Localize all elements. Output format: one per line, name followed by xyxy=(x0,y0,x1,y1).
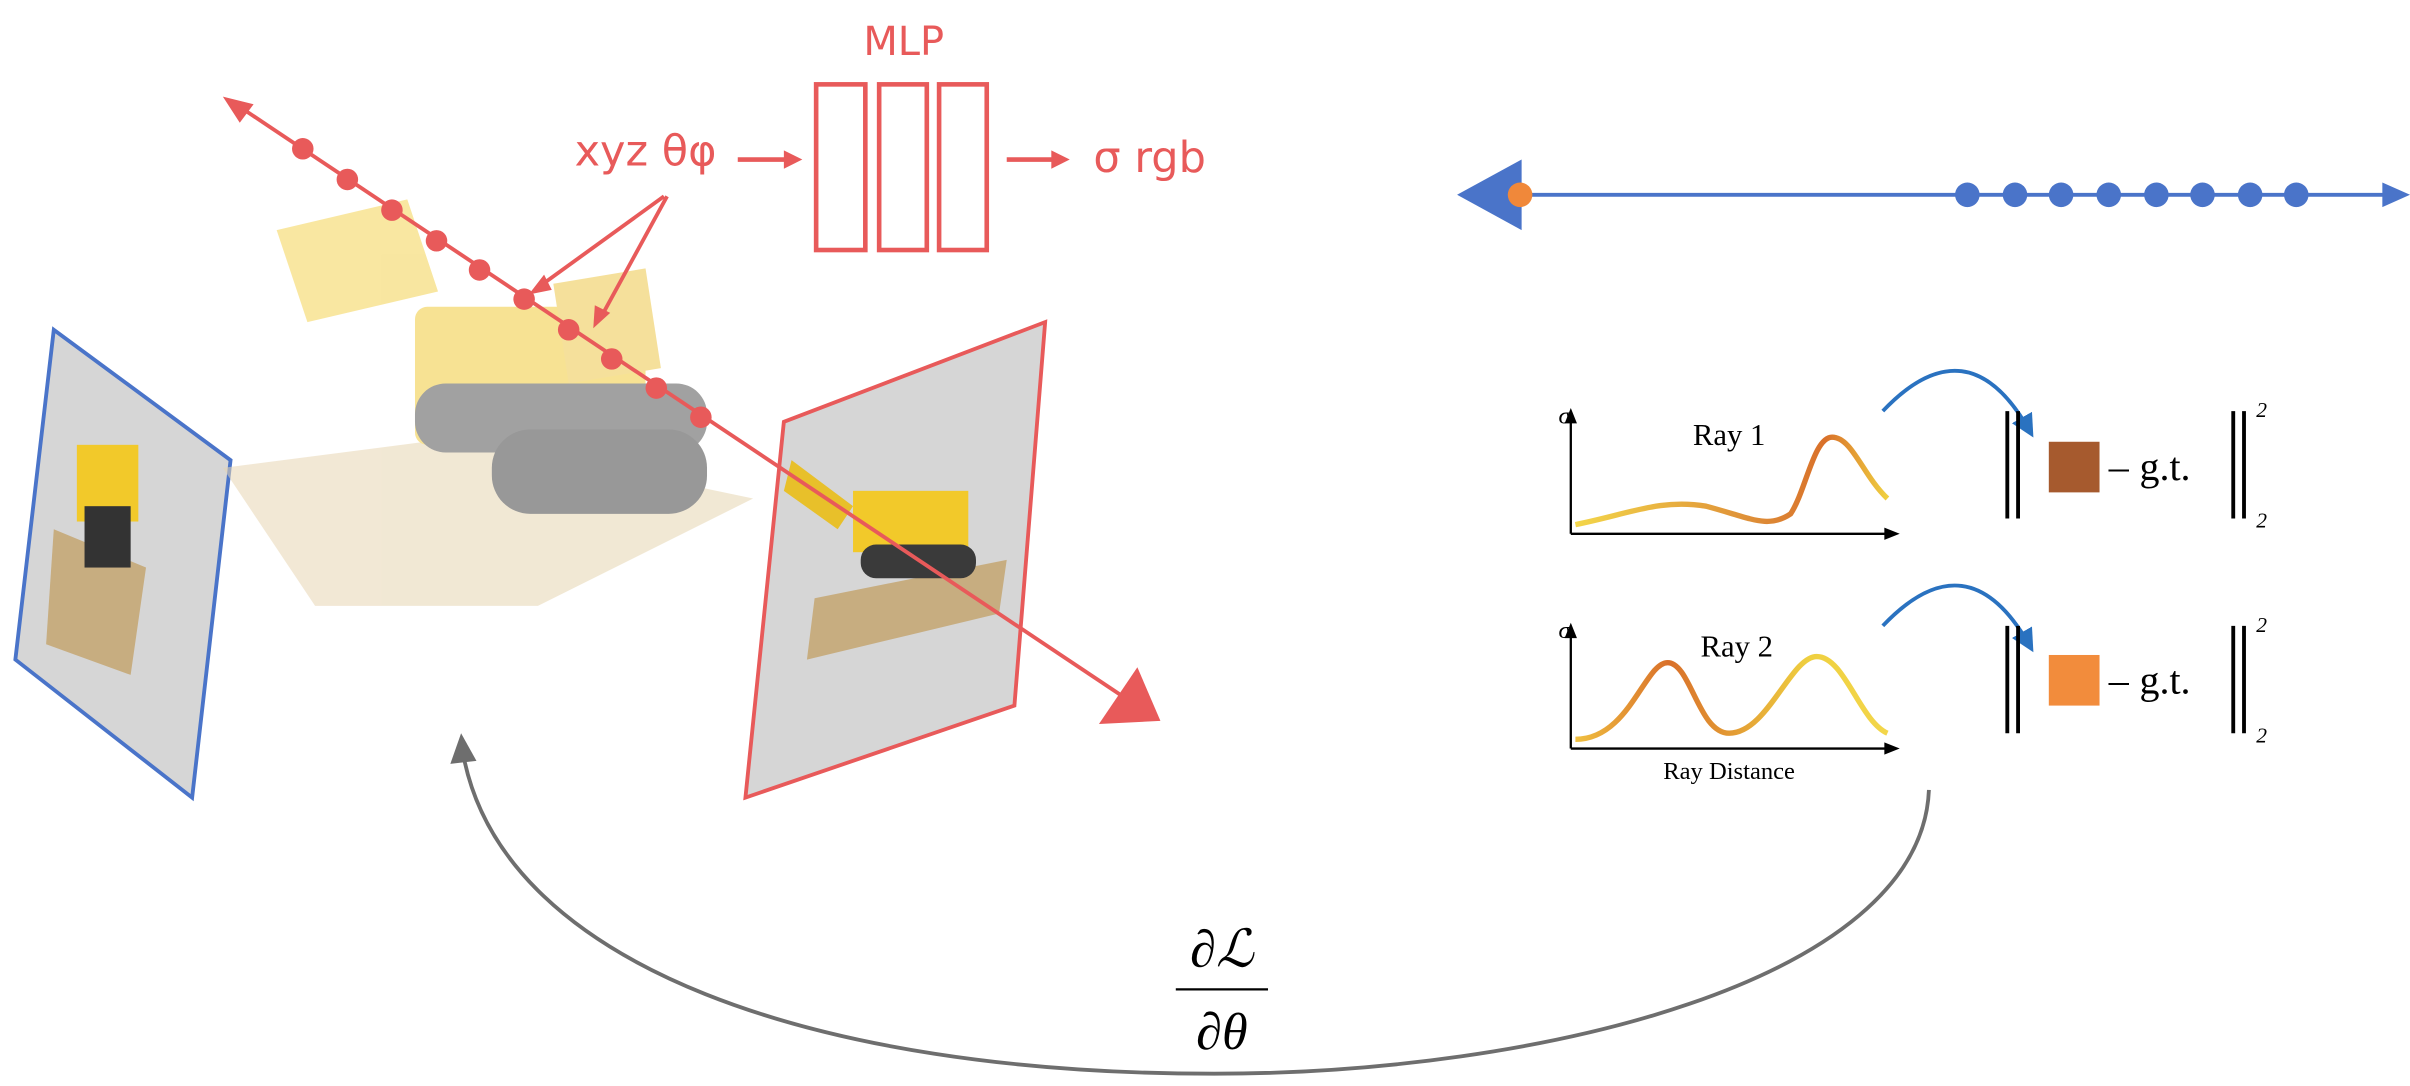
mlp-input: xyz θφ xyxy=(575,127,717,177)
loss-subscript: 2 xyxy=(2256,509,2267,533)
diagram: MLP xyz θφ σ rgb σ Ray 1 xyxy=(0,0,2410,1086)
loss-minus: – xyxy=(2108,444,2130,489)
mlp-output: σ rgb xyxy=(1093,133,1206,183)
gradient-numerator: ∂ℒ xyxy=(1190,920,1255,978)
loss-superscript: 2 xyxy=(2256,398,2267,422)
loss-target: g.t. xyxy=(2139,657,2190,702)
density-plot-1: σ Ray 1 xyxy=(1559,371,2029,540)
loss-superscript: 2 xyxy=(2256,613,2267,637)
loss-1: – g.t. 2 2 xyxy=(2007,398,2267,532)
gradient-denominator: ∂θ xyxy=(1196,1003,1247,1061)
y-axis-label: σ xyxy=(1559,617,1572,644)
loss-target: g.t. xyxy=(2139,444,2190,489)
plot-label: Ray 1 xyxy=(1693,418,1766,452)
density-plot-2: σ Ray 2 Ray Distance xyxy=(1559,586,2029,786)
loss-minus: – xyxy=(2108,657,2130,702)
loss-2: – g.t. 2 2 xyxy=(2007,613,2267,747)
excavator-scene xyxy=(223,199,753,605)
loss-subscript: 2 xyxy=(2256,723,2267,747)
x-axis-label: Ray Distance xyxy=(1663,758,1795,785)
plot-label: Ray 2 xyxy=(1701,630,1774,664)
y-axis-label: σ xyxy=(1559,402,1572,429)
mlp-title: MLP xyxy=(863,19,944,65)
ray-samples xyxy=(1457,160,2410,231)
page: MLP xyz θφ σ rgb σ Ray 1 xyxy=(0,0,2410,1086)
